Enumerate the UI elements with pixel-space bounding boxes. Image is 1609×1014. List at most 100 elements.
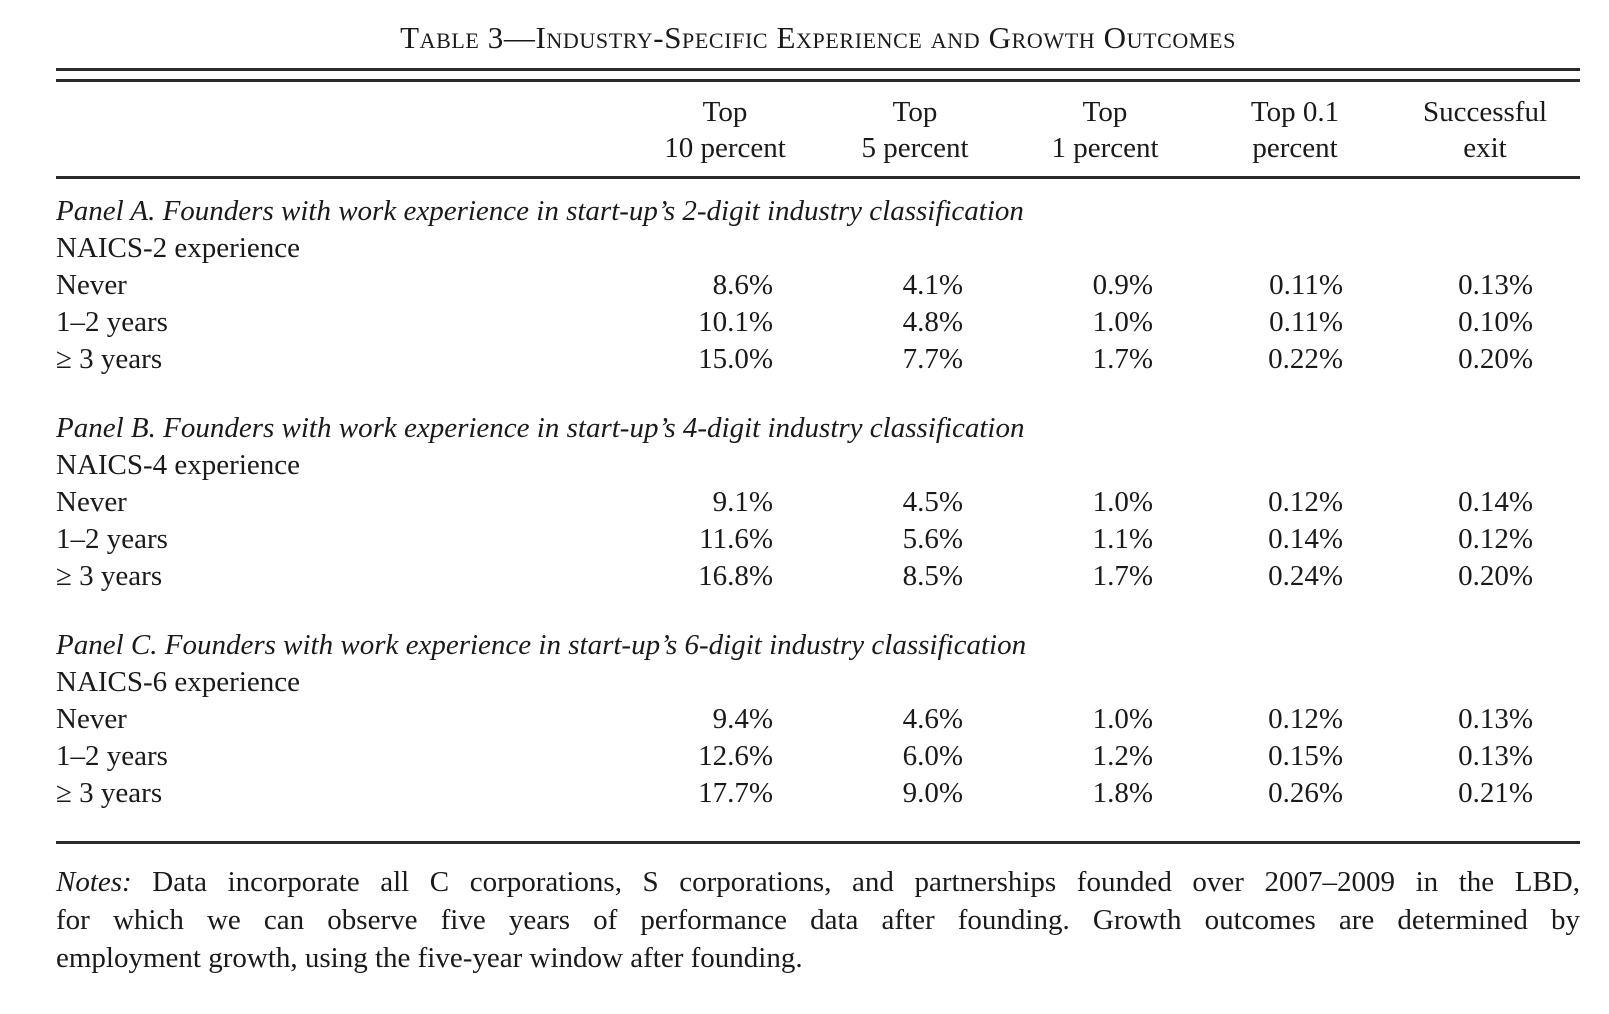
table-row: ≥ 3 years 17.7% 9.0% 1.8% 0.26% 0.21%: [56, 775, 1580, 812]
col-header-line: Top: [892, 96, 938, 128]
bottom-rule: [56, 841, 1580, 844]
cell-value: 0.24%: [1268, 560, 1343, 592]
cell-value: 1.7%: [1092, 560, 1153, 592]
col-header-top-0-1-percent: Top 0.1 percent: [1200, 82, 1390, 179]
cell-value: 1.0%: [1092, 306, 1153, 338]
panel-spacer-cell: [56, 595, 1580, 627]
table-header: Top 10 percent Top 5 percent Top 1 perce…: [56, 82, 1580, 179]
row-label: ≥ 3 years: [56, 560, 163, 592]
cell-value: 10.1%: [698, 306, 773, 338]
cell-value: 0.13%: [1458, 703, 1533, 735]
col-header-line: Successful: [1422, 96, 1548, 128]
cell-value: 1.8%: [1092, 777, 1153, 809]
row-label: 1–2 years: [56, 740, 168, 772]
panel-subheading: NAICS-6 experience: [56, 666, 300, 698]
notes-label: Notes:: [56, 866, 132, 898]
col-header-line: Top: [1082, 96, 1128, 128]
table-row: 1–2 years 12.6% 6.0% 1.2% 0.15% 0.13%: [56, 738, 1580, 775]
cell-value: 7.7%: [902, 343, 963, 375]
cell-value: 0.13%: [1458, 740, 1533, 772]
table-content: Table 3—Industry-Specific Experience and…: [56, 0, 1580, 977]
cell-value: 9.4%: [712, 703, 773, 735]
cell-value: 0.15%: [1268, 740, 1343, 772]
cell-value: 11.6%: [699, 523, 773, 555]
panel-heading-row: Panel B. Founders with work experience i…: [56, 410, 1580, 447]
cell-value: 9.1%: [712, 486, 773, 518]
cell-value: 8.6%: [712, 269, 773, 301]
panel-spacer: [56, 595, 1580, 627]
panel-spacer-cell: [56, 378, 1580, 410]
notes-paragraph: Notes: Data incorporate all C corporatio…: [56, 863, 1580, 977]
cell-value: 0.26%: [1268, 777, 1343, 809]
cell-value: 0.9%: [1092, 269, 1153, 301]
col-header-top-1-percent: Top 1 percent: [1010, 82, 1200, 179]
panel-heading-row: Panel A. Founders with work experience i…: [56, 178, 1580, 231]
row-label: 1–2 years: [56, 523, 168, 555]
cell-value: 17.7%: [698, 777, 773, 809]
panel-subheading-row: NAICS-6 experience: [56, 664, 1580, 701]
table-row: Never 8.6% 4.1% 0.9% 0.11% 0.13%: [56, 267, 1580, 304]
row-label: Never: [56, 269, 127, 301]
cell-value: 0.10%: [1458, 306, 1533, 338]
cell-value: 0.13%: [1458, 269, 1533, 301]
row-label: ≥ 3 years: [56, 343, 163, 375]
col-header-successful-exit: Successful exit: [1390, 82, 1580, 179]
cell-value: 0.12%: [1458, 523, 1533, 555]
cell-value: 16.8%: [698, 560, 773, 592]
col-header-top-10-percent: Top 10 percent: [630, 82, 820, 179]
row-label: Never: [56, 486, 127, 518]
cell-value: 4.8%: [902, 306, 963, 338]
cell-value: 0.14%: [1268, 523, 1343, 555]
cell-value: 0.20%: [1458, 560, 1533, 592]
panel-subheading-row: NAICS-2 experience: [56, 230, 1580, 267]
cell-value: 0.11%: [1269, 269, 1343, 301]
col-header-line: exit: [1463, 132, 1507, 164]
notes-line: for which we can observe five years of p…: [56, 904, 1580, 936]
panel-spacer: [56, 378, 1580, 410]
notes-text: Data incorporate all C corporations, S c…: [131, 866, 1580, 898]
table-row: Never 9.4% 4.6% 1.0% 0.12% 0.13%: [56, 701, 1580, 738]
panel-heading: Panel C. Founders with work experience i…: [56, 629, 1027, 661]
table-row: 1–2 years 10.1% 4.8% 1.0% 0.11% 0.10%: [56, 304, 1580, 341]
col-header-line: 5 percent: [861, 132, 969, 164]
growth-outcomes-table: Top 10 percent Top 5 percent Top 1 perce…: [56, 82, 1580, 812]
table-row: Never 9.1% 4.5% 1.0% 0.12% 0.14%: [56, 484, 1580, 521]
notes-line: employment growth, using the five-year w…: [56, 942, 803, 974]
panel-heading: Panel B. Founders with work experience i…: [56, 412, 1025, 444]
notes-line: Notes: Data incorporate all C corporatio…: [56, 863, 1580, 901]
table-row: 1–2 years 11.6% 5.6% 1.1% 0.14% 0.12%: [56, 521, 1580, 558]
col-header-line: percent: [1252, 132, 1338, 164]
cell-value: 8.5%: [902, 560, 963, 592]
panel-heading-row: Panel C. Founders with work experience i…: [56, 627, 1580, 664]
col-header-line: Top 0.1: [1250, 96, 1340, 128]
panel-subheading-row: NAICS-4 experience: [56, 447, 1580, 484]
corner-cell: [56, 82, 630, 179]
col-header-top-5-percent: Top 5 percent: [820, 82, 1010, 179]
table-body: Panel A. Founders with work experience i…: [56, 178, 1580, 813]
cell-value: 6.0%: [902, 740, 963, 772]
row-label: 1–2 years: [56, 306, 168, 338]
cell-value: 0.14%: [1458, 486, 1533, 518]
cell-value: 1.2%: [1092, 740, 1153, 772]
cell-value: 12.6%: [698, 740, 773, 772]
cell-value: 5.6%: [902, 523, 963, 555]
row-label: Never: [56, 703, 127, 735]
row-label: ≥ 3 years: [56, 777, 163, 809]
panel-subheading: NAICS-4 experience: [56, 449, 300, 481]
cell-value: 1.0%: [1092, 486, 1153, 518]
cell-value: 0.11%: [1269, 306, 1343, 338]
cell-value: 1.7%: [1092, 343, 1153, 375]
panel-heading: Panel A. Founders with work experience i…: [56, 195, 1024, 227]
cell-value: 1.0%: [1092, 703, 1153, 735]
cell-value: 1.1%: [1092, 523, 1153, 555]
cell-value: 4.6%: [902, 703, 963, 735]
col-header-line: 10 percent: [664, 132, 786, 164]
top-double-rule: [56, 68, 1580, 82]
cell-value: 4.5%: [902, 486, 963, 518]
table-row: ≥ 3 years 16.8% 8.5% 1.7% 0.24% 0.20%: [56, 558, 1580, 595]
cell-value: 0.20%: [1458, 343, 1533, 375]
table-row: ≥ 3 years 15.0% 7.7% 1.7% 0.22% 0.20%: [56, 341, 1580, 378]
col-header-line: 1 percent: [1051, 132, 1159, 164]
cell-value: 9.0%: [902, 777, 963, 809]
